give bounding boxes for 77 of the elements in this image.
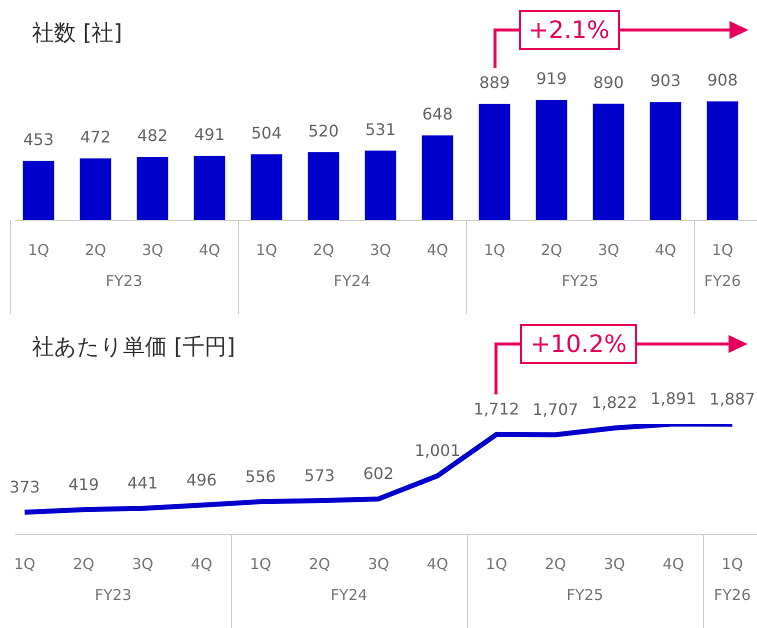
x-tick-label: 1Q (28, 240, 50, 259)
x-tick-label: 1Q (484, 240, 506, 259)
x-tick-label: 2Q (84, 240, 106, 259)
x-tick-label: 1Q (250, 554, 272, 573)
data-label: 419 (68, 474, 99, 494)
data-label: 520 (308, 121, 339, 140)
data-label: 919 (536, 69, 567, 88)
x-tick-label: 1Q (712, 240, 734, 259)
text: FY25 (562, 272, 598, 290)
data-label: 1,001 (414, 440, 460, 460)
bar (478, 104, 510, 220)
x-tick-label: 2Q (308, 554, 330, 573)
x-tick-label: 2Q (72, 554, 94, 573)
data-label: 1,712 (474, 400, 520, 419)
bar (536, 100, 568, 220)
data-label: 908 (707, 70, 738, 90)
text: FY24 (330, 586, 368, 604)
bar (364, 150, 396, 220)
data-label: 491 (194, 125, 225, 144)
data-label: 1,707 (532, 400, 578, 419)
bar (422, 135, 454, 220)
x-tick-label: 4Q (426, 240, 448, 259)
bar (308, 152, 340, 220)
data-label: 602 (363, 464, 394, 484)
data-label: 903 (650, 71, 681, 90)
text: FY23 (106, 272, 142, 290)
data-label: 889 (479, 73, 510, 92)
data-label: 556 (245, 466, 276, 486)
text: FY26 (704, 272, 741, 290)
x-tick-label: 1Q (256, 240, 278, 259)
x-tick-label: 1Q (486, 554, 508, 573)
x-tick-label: 4Q (662, 554, 684, 573)
bar (194, 156, 226, 220)
x-tick-label: 3Q (598, 240, 620, 259)
text: +2.1% (518, 10, 620, 50)
data-label: 531 (365, 120, 396, 139)
data-label: 1,891 (650, 389, 696, 408)
data-label: 890 (593, 72, 624, 92)
data-label: 648 (422, 104, 453, 124)
x-tick-label: 2Q (312, 240, 334, 259)
x-tick-label: 2Q (544, 554, 566, 573)
data-label: 453 (23, 130, 54, 150)
data-label: 504 (251, 123, 282, 142)
data-label: 496 (186, 470, 217, 490)
data-label: 573 (304, 466, 335, 485)
x-tick-label: 1Q (14, 554, 36, 573)
x-tick-label: 2Q (540, 240, 562, 259)
x-tick-label: 3Q (132, 554, 154, 573)
x-tick-label: 1Q (722, 554, 744, 573)
text: FY24 (334, 272, 370, 290)
data-label: 1,822 (591, 393, 638, 412)
chart-title: 社あたり単価 [千円] (32, 334, 236, 362)
x-tick-label: 4Q (426, 554, 448, 573)
chart-title: 社数 [社] (32, 20, 122, 48)
x-tick-label: 4Q (654, 240, 676, 259)
text: FY26 (714, 586, 751, 604)
text: FY25 (566, 586, 604, 604)
bar (706, 101, 738, 220)
text: FY23 (94, 586, 132, 604)
bar (650, 102, 682, 220)
x-tick-label: 3Q (142, 240, 164, 259)
bar (592, 104, 624, 220)
bar (22, 160, 54, 220)
bar (250, 154, 282, 220)
data-label: 373 (9, 477, 40, 496)
x-tick-label: 3Q (604, 554, 626, 573)
data-label: 472 (80, 128, 111, 147)
x-tick-label: 3Q (370, 240, 392, 259)
data-label: 441 (127, 474, 158, 493)
data-label: 482 (137, 126, 168, 146)
bar (80, 158, 112, 220)
x-tick-label: 3Q (368, 554, 390, 573)
x-tick-label: 4Q (190, 554, 212, 573)
text: +10.2% (520, 324, 637, 364)
data-label: 1,887 (709, 389, 756, 408)
x-tick-label: 4Q (198, 240, 220, 259)
bar (136, 157, 168, 220)
